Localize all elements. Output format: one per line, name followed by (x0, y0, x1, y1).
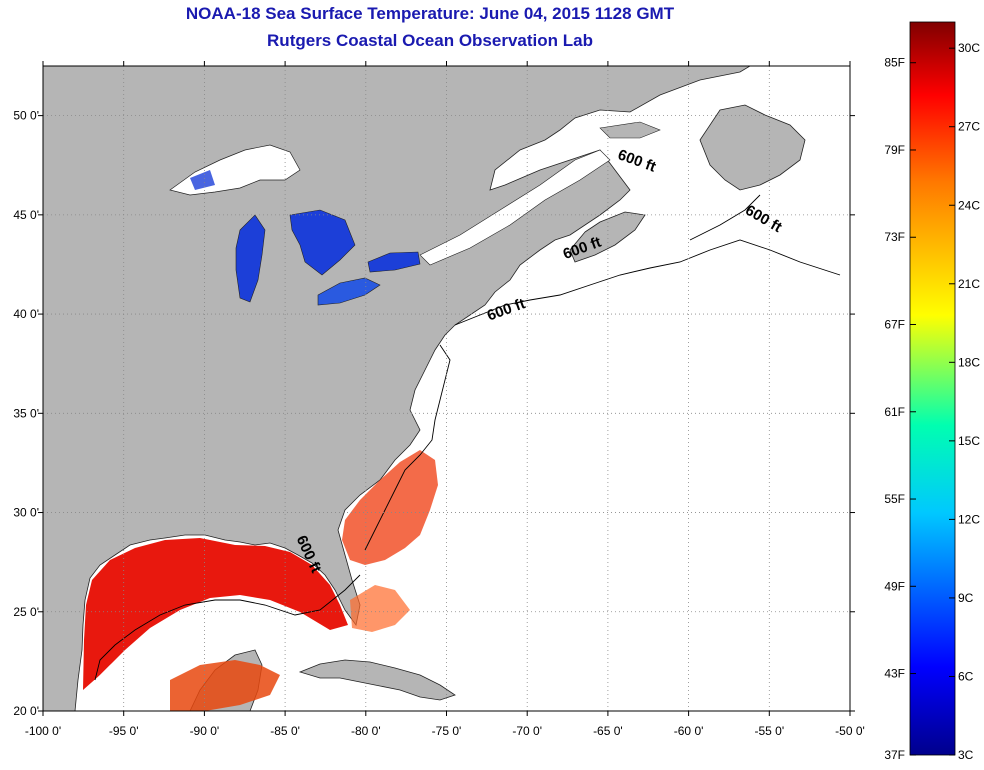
nova-scotia (569, 211, 646, 263)
colorbar-c-label: 21C (958, 277, 980, 291)
colorbar-c-label: 30C (958, 41, 980, 55)
lon-tick-label: -65 0' (593, 724, 623, 738)
colorbar-c-label: 27C (958, 120, 980, 134)
lon-tick-label: -90 0' (190, 724, 220, 738)
colorbar-c-label: 12C (958, 512, 980, 526)
lake-huron (289, 209, 356, 276)
colorbar-ticks: 85F 79F 73F 67F 61F 55F 49F 43F 37F 30C 27C 24C 21C 1… (884, 41, 980, 762)
colorbar-f-label: 43F (884, 667, 905, 681)
cuba (298, 659, 456, 701)
lat-tick-label: 25 0' (13, 605, 39, 619)
map-axes: -100 0' -95 0' -90 0' -85 0' -80 0' -75 0' -70… (13, 61, 865, 738)
lon-tick-label: -50 0' (835, 724, 865, 738)
colorbar-c-label: 9C (958, 591, 974, 605)
atlantic-coastal-sst (342, 450, 438, 565)
colorbar-c-label: 18C (958, 355, 980, 369)
lon-tick-label: -95 0' (109, 724, 139, 738)
map-title: NOAA-18 Sea Surface Temperature: June 04… (185, 4, 675, 23)
lake-ontario (367, 251, 421, 273)
map-area (43, 66, 850, 711)
colorbar-f-label: 37F (884, 748, 905, 762)
caribbean-sst (170, 660, 280, 711)
colorbar-f-label: 79F (884, 143, 905, 157)
lon-tick-label: -80 0' (351, 724, 381, 738)
gulf-of-mexico-sst (83, 538, 348, 690)
colorbar-c-label: 6C (958, 669, 974, 683)
colorbar-f-label: 73F (884, 230, 905, 244)
north-america-land (43, 66, 751, 711)
colorbar-c-label: 24C (958, 198, 980, 212)
map-subtitle: Rutgers Coastal Ocean Observation Lab (267, 31, 593, 50)
lat-tick-label: 45 0' (13, 208, 39, 222)
lat-tick-label: 20 0' (13, 704, 39, 718)
lat-tick-label: 30 0' (13, 506, 39, 520)
gulf-cloud-gap (85, 602, 310, 711)
lat-tick-label: 40 0' (13, 307, 39, 321)
anticosti-island (599, 121, 661, 139)
lon-tick-label: -85 0' (270, 724, 300, 738)
lat-tick-label: 50 0' (13, 109, 39, 123)
colorbar-c-label: 15C (958, 434, 980, 448)
lake-erie (317, 277, 381, 306)
colorbar-f-label: 85F (884, 56, 905, 70)
isobath-600ft (94, 194, 841, 681)
lon-tick-label: -60 0' (674, 724, 704, 738)
lake-michigan (235, 214, 266, 303)
colorbar-f-label: 49F (884, 579, 905, 593)
colorbar-c-label: 3C (958, 748, 974, 762)
colorbar-f-label: 61F (884, 405, 905, 419)
lake-superior-sst (190, 170, 215, 190)
colorbar-f-label: 55F (884, 492, 905, 506)
lon-tick-label: -55 0' (754, 724, 784, 738)
st-lawrence-river (419, 149, 611, 266)
lat-tick-label: 35 0' (13, 406, 39, 420)
florida-straits-sst (350, 585, 410, 632)
newfoundland (699, 104, 806, 191)
colorbar-f-label: 67F (884, 318, 905, 332)
lon-tick-label: -75 0' (432, 724, 462, 738)
lon-tick-label: -70 0' (512, 724, 542, 738)
colorbar (909, 21, 956, 756)
lon-tick-label: -100 0' (25, 724, 61, 738)
